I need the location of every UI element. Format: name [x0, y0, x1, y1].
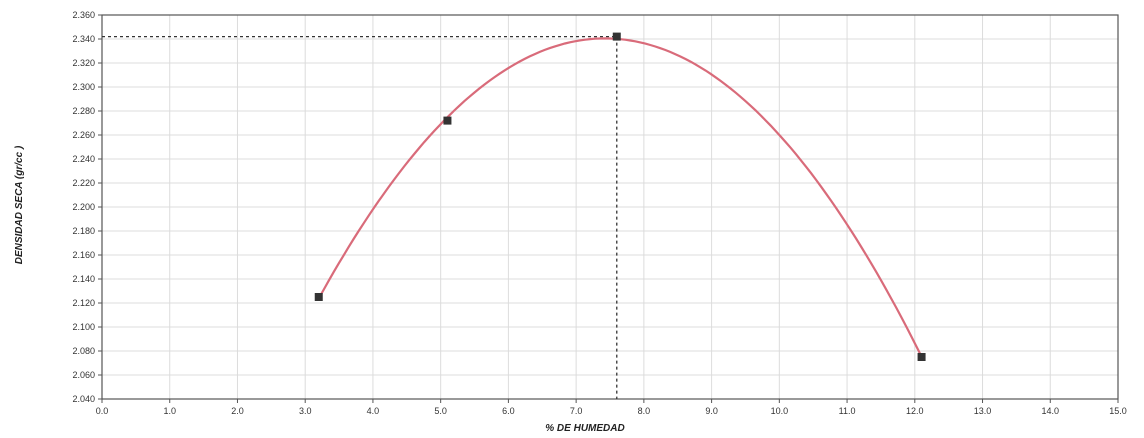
- y-tick-label: 2.080: [72, 346, 95, 356]
- y-tick-label: 2.160: [72, 250, 95, 260]
- x-tick-label: 10.0: [771, 406, 789, 416]
- x-tick-label: 5.0: [434, 406, 447, 416]
- data-point: [917, 353, 926, 361]
- x-tick-label: 2.0: [231, 406, 244, 416]
- y-tick-label: 2.300: [72, 82, 95, 92]
- y-tick-label: 2.340: [72, 34, 95, 44]
- y-tick-label: 2.220: [72, 178, 95, 188]
- data-point: [443, 116, 452, 125]
- y-axis-ticks: 2.040 2.060 2.080 2.100 2.120 2.140 2.160 2.180…: [72, 10, 102, 404]
- x-tick-label: 12.0: [906, 406, 924, 416]
- x-tick-label: 7.0: [570, 406, 583, 416]
- y-tick-label: 2.320: [72, 58, 95, 68]
- y-tick-label: 2.140: [72, 274, 95, 284]
- y-tick-label: 2.040: [72, 394, 95, 404]
- x-tick-label: 11.0: [839, 406, 856, 416]
- y-tick-label: 2.360: [72, 10, 95, 20]
- x-tick-label: 4.0: [367, 406, 380, 416]
- x-tick-label: 15.0: [1109, 406, 1127, 416]
- y-tick-label: 2.060: [72, 370, 95, 380]
- x-tick-label: 9.0: [705, 406, 718, 416]
- x-tick-label: 6.0: [502, 406, 515, 416]
- data-points: [314, 32, 926, 361]
- y-tick-label: 2.180: [72, 226, 95, 236]
- optimum-guide-lines: [102, 35, 618, 399]
- data-point: [314, 293, 323, 301]
- y-tick-label: 2.260: [72, 130, 95, 140]
- x-tick-label: 13.0: [974, 406, 992, 416]
- y-axis-title: DENSIDAD SECA (gr/cc ): [14, 145, 25, 264]
- x-tick-label: 1.0: [163, 406, 176, 416]
- y-tick-label: 2.120: [72, 298, 95, 308]
- grid-lines: [101, 14, 1119, 400]
- x-tick-label: 8.0: [638, 406, 651, 416]
- x-axis-ticks: 0.0 1.0 2.0 3.0 4.0 5.0 6.0 7.0 8.0 9.0 10.0 11.0 12…: [96, 399, 1127, 416]
- x-tick-label: 14.0: [1042, 406, 1060, 416]
- x-tick-label: 3.0: [299, 406, 312, 416]
- y-tick-label: 2.240: [72, 154, 95, 164]
- x-axis-title: % DE HUMEDAD: [545, 423, 624, 434]
- y-tick-label: 2.200: [72, 202, 95, 212]
- x-tick-label: 0.0: [96, 406, 109, 416]
- data-point: [612, 32, 621, 41]
- y-tick-label: 2.100: [72, 322, 95, 332]
- y-tick-label: 2.280: [72, 106, 95, 116]
